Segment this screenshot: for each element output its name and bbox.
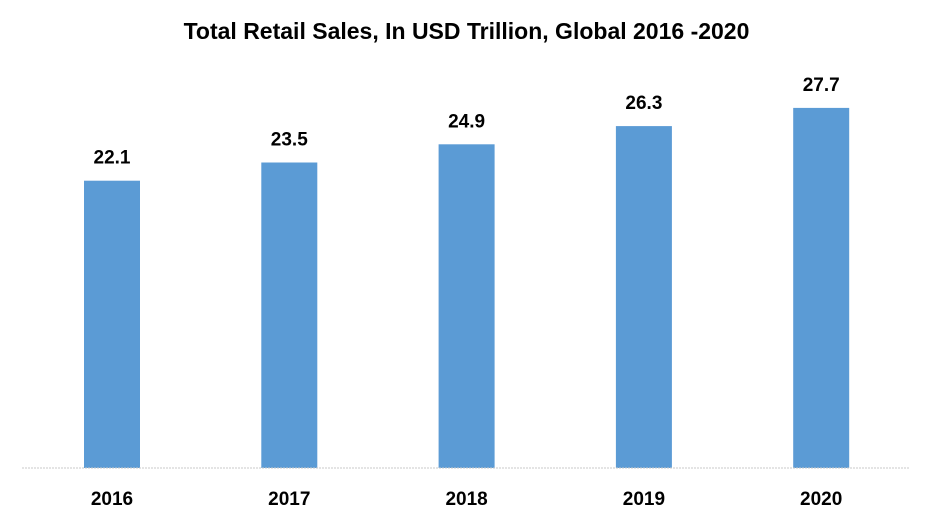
x-tick-label-2017: 2017 [268,489,310,510]
bar-2016 [84,180,140,468]
data-label-2016: 22.1 [94,148,131,169]
x-tick-label-2016: 2016 [91,489,133,510]
chart-title: Total Retail Sales, In USD Trillion, Glo… [183,18,750,44]
data-label-2018: 24.9 [448,111,485,132]
bar-2018 [438,144,495,469]
x-tick-label-2018: 2018 [445,489,487,510]
bar-2019 [615,126,672,468]
data-label-2020: 27.7 [803,75,840,96]
bar-2020 [793,107,850,469]
data-label-2019: 26.3 [625,93,662,114]
x-tick-label-2019: 2019 [623,489,665,510]
bar-2017 [261,162,318,468]
x-tick-label-2020: 2020 [800,489,842,510]
data-label-2017: 23.5 [271,130,308,151]
